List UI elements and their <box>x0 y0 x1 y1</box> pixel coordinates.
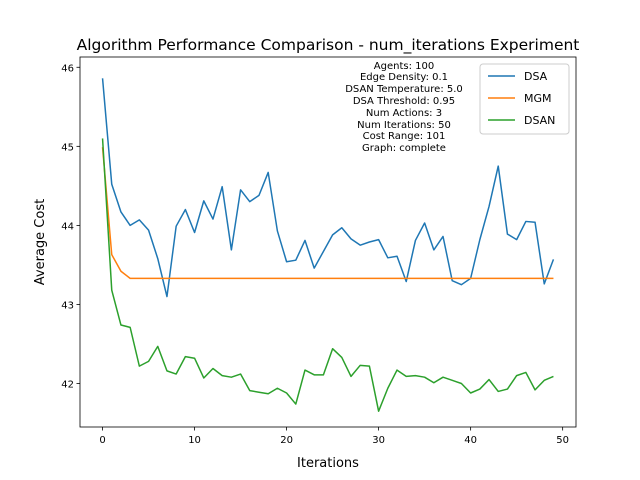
y-axis-label: Average Cost <box>33 199 48 285</box>
axes-frame <box>79 56 577 428</box>
x-tick-label: 20 <box>280 435 293 446</box>
legend-label: MGM <box>524 92 552 105</box>
legend-label: DSA <box>524 70 548 83</box>
x-tick-label: 30 <box>372 435 385 446</box>
x-tick-label: 40 <box>464 435 477 446</box>
series-line-dsa <box>101 78 555 298</box>
legend-label: DSAN <box>524 114 555 127</box>
annotation-line: Num Actions: 3 <box>366 108 442 119</box>
annotation-box: Agents: 100 Edge Density: 0.1 DSAN Tempe… <box>345 61 463 154</box>
y-tick-label: 44 <box>61 221 74 232</box>
x-tick-label: 50 <box>556 435 569 446</box>
y-tick-label: 45 <box>61 142 74 153</box>
y-tick-label: 42 <box>61 380 74 391</box>
x-tick-label: 0 <box>99 435 105 446</box>
legend: DSA MGM DSAN <box>479 63 570 135</box>
annotation-line: Edge Density: 0.1 <box>360 72 448 83</box>
series-line-mgm <box>101 147 554 280</box>
annotation-line: Agents: 100 <box>374 61 434 72</box>
annotation-line: DSAN Temperature: 5.0 <box>345 84 463 95</box>
legend-frame <box>479 63 570 135</box>
series-line-dsan <box>101 138 554 412</box>
axes-layer: 0 10 20 30 40 50 42 43 44 45 46 <box>61 56 577 446</box>
chart-title: Algorithm Performance Comparison - num_i… <box>77 36 580 55</box>
series-layer <box>101 78 555 412</box>
annotation-line: Graph: complete <box>362 143 446 154</box>
y-tick-label: 43 <box>61 300 74 311</box>
annotation-line: DSA Threshold: 0.95 <box>353 96 455 107</box>
annotation-line: Cost Range: 101 <box>363 131 446 142</box>
x-axis-label: Iterations <box>297 456 359 471</box>
annotation-line: Num Iterations: 50 <box>357 120 451 131</box>
y-tick-label: 46 <box>61 63 74 74</box>
x-tick-label: 10 <box>188 435 201 446</box>
